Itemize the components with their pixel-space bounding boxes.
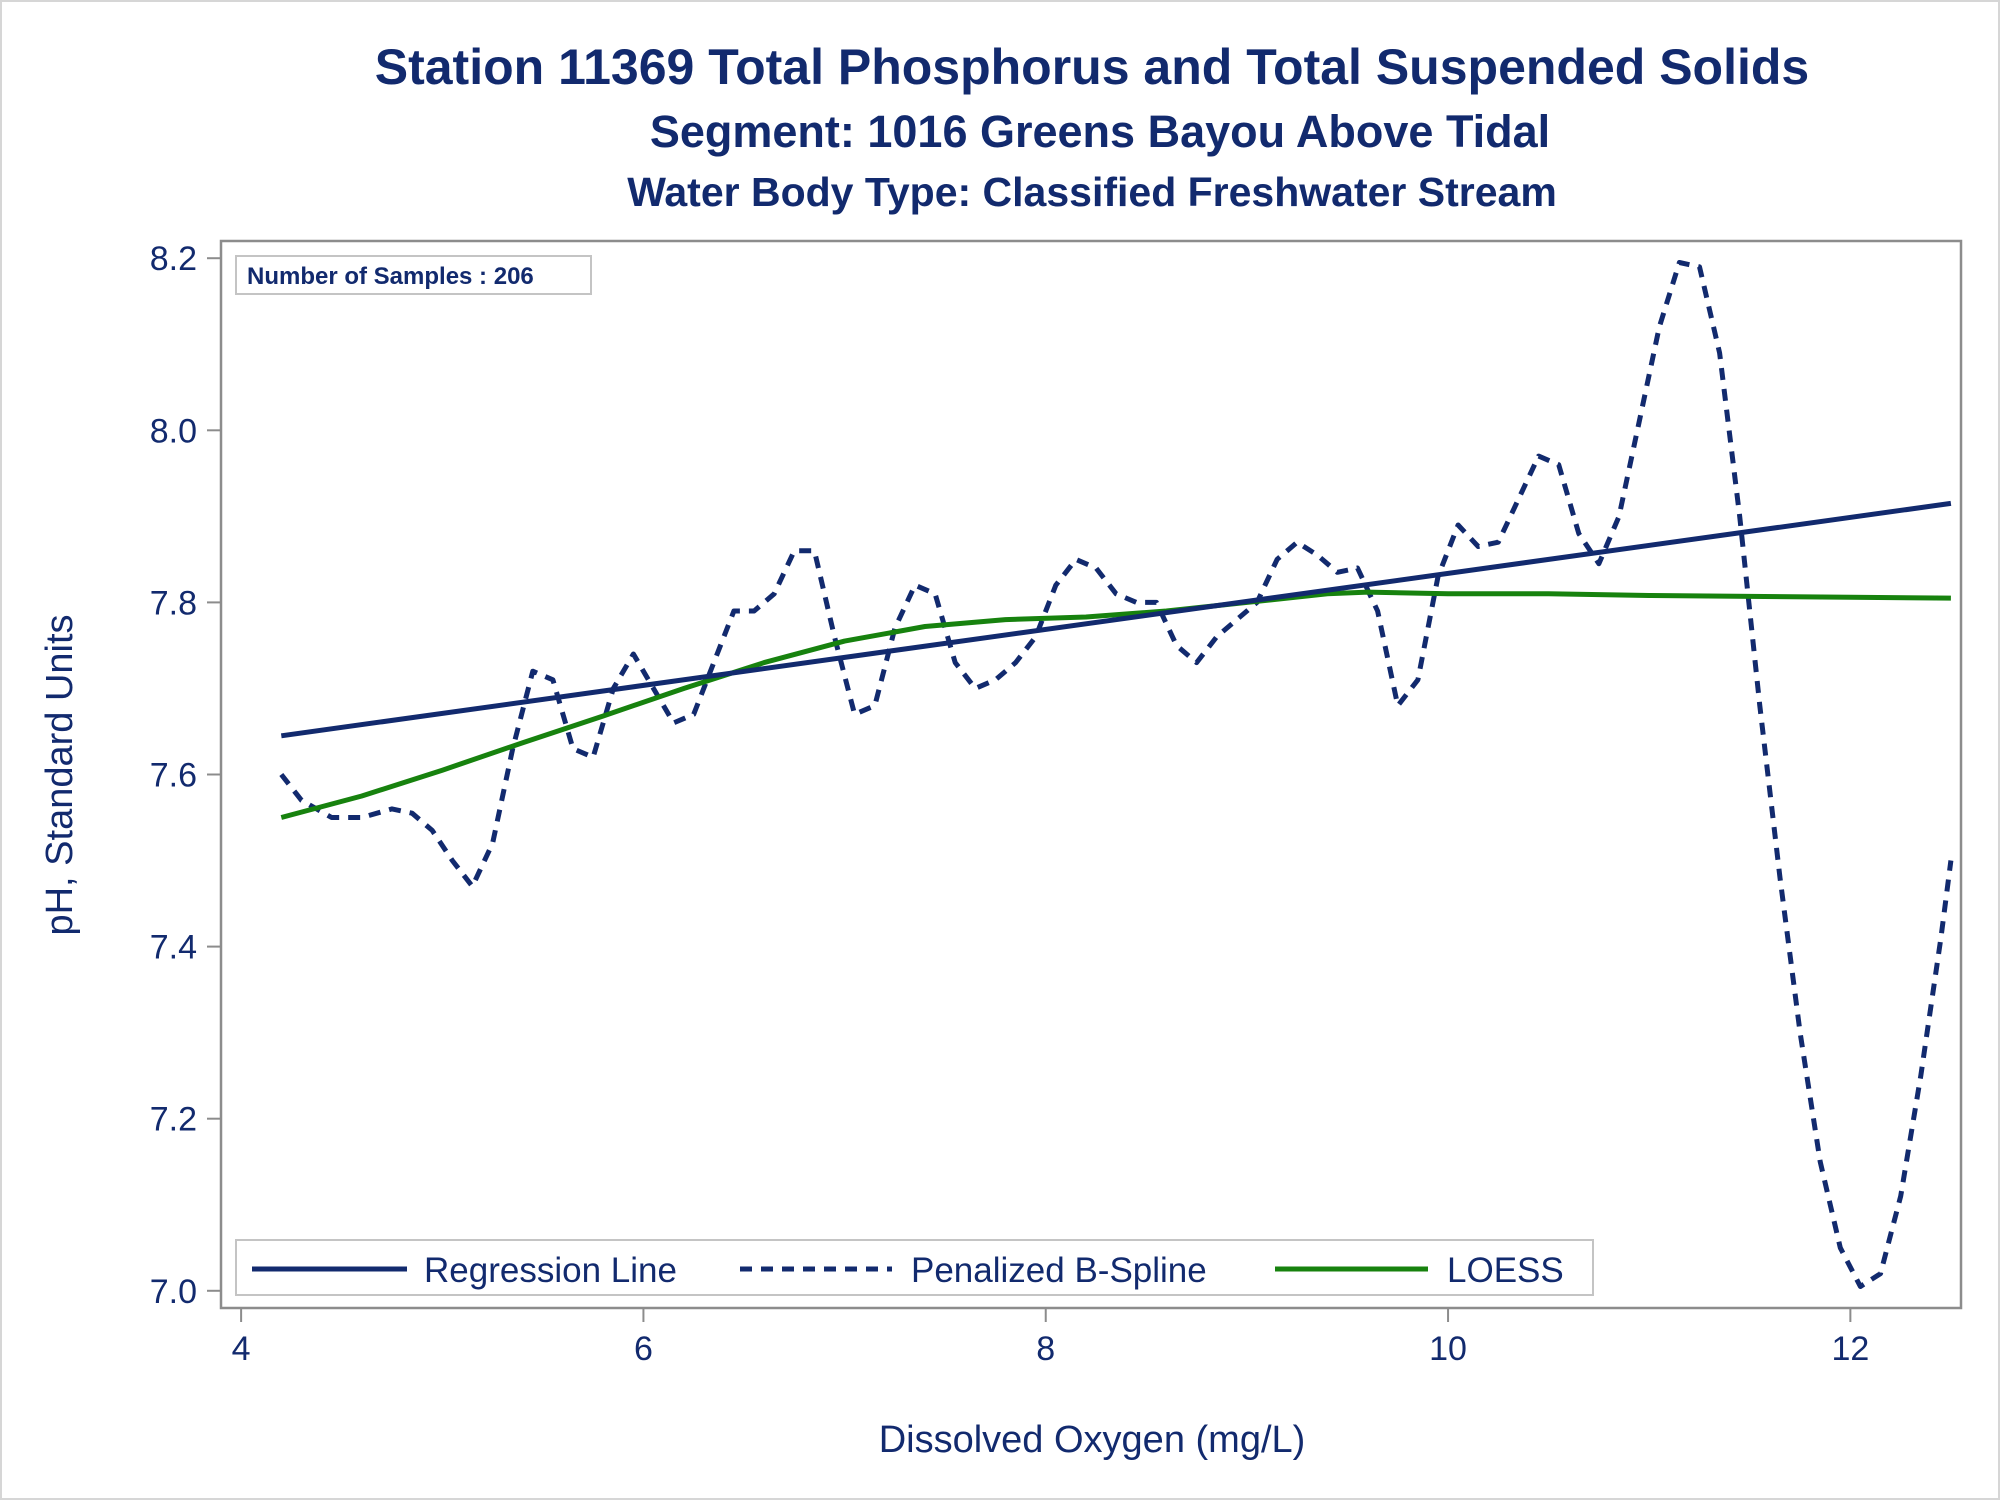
sample-count-box bbox=[235, 255, 592, 295]
x-axis-label: Dissolved Oxygen (mg/L) bbox=[879, 1419, 1306, 1461]
y-tick-label: 7.8 bbox=[150, 584, 197, 622]
chart-subtitle: Segment: 1016 Greens Bayou Above Tidal bbox=[650, 106, 1550, 157]
x-tick-label: 10 bbox=[1429, 1330, 1467, 1368]
legend: Regression Line Penalized B-Spline LOESS bbox=[252, 1251, 1564, 1290]
y-tick-label: 7.2 bbox=[150, 1101, 197, 1139]
y-tick-label: 8.0 bbox=[150, 412, 197, 450]
series-layer bbox=[279, 260, 1954, 1289]
legend-label: Penalized B-Spline bbox=[911, 1251, 1207, 1290]
y-axis: 7.0 7.2 7.4 7.6 7.8 8.0 8.2 bbox=[150, 240, 221, 1311]
y-tick-label: 7.0 bbox=[150, 1273, 197, 1311]
plot-area-frame bbox=[219, 239, 1963, 1310]
legend-label: Regression Line bbox=[424, 1251, 677, 1290]
chart-subtitle-2: Water Body Type: Classified Freshwater S… bbox=[627, 169, 1557, 215]
y-tick-label: 7.6 bbox=[150, 757, 197, 795]
series-line-loess bbox=[280, 589, 1951, 820]
x-tick-label: 8 bbox=[1036, 1330, 1055, 1368]
series-line-regression-line bbox=[280, 500, 1952, 739]
y-axis-label: pH, Standard Units bbox=[39, 614, 81, 935]
series-line-penalized-b-spline bbox=[279, 260, 1954, 1289]
sample-count-text: Number of Samples : 206 bbox=[247, 263, 534, 290]
x-axis: 4 6 8 10 12 bbox=[232, 1308, 1869, 1368]
x-tick-label: 12 bbox=[1831, 1330, 1869, 1368]
x-tick-label: 6 bbox=[634, 1330, 653, 1368]
x-tick-label: 4 bbox=[232, 1330, 251, 1368]
legend-label: LOESS bbox=[1447, 1251, 1564, 1290]
y-tick-label: 7.4 bbox=[150, 929, 197, 967]
chart-title: Station 11369 Total Phosphorus and Total… bbox=[375, 39, 1809, 95]
y-tick-label: 8.2 bbox=[150, 240, 197, 278]
